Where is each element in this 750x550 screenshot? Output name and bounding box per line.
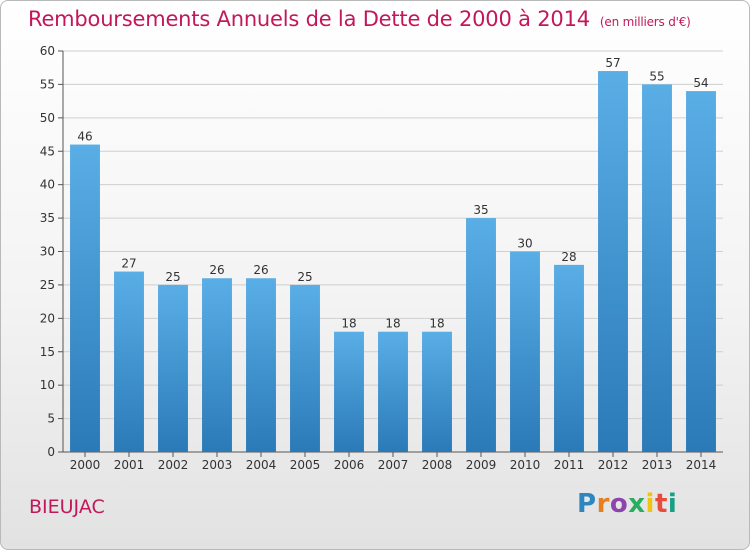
logo-letter: r	[596, 489, 610, 519]
bar-value-label: 35	[473, 203, 488, 217]
bar-value-label: 25	[297, 270, 312, 284]
y-tick-label: 0	[47, 445, 55, 459]
y-tick-label: 10	[40, 378, 55, 392]
bar	[378, 331, 408, 452]
bar-value-label: 18	[429, 317, 444, 331]
y-tick-label: 55	[40, 77, 55, 91]
y-tick-label: 45	[40, 144, 55, 158]
x-tick-label: 2002	[158, 458, 189, 472]
bar-value-label: 26	[209, 263, 224, 277]
y-tick-label: 5	[47, 412, 55, 426]
logo-letter: i	[667, 489, 678, 519]
x-tick-label: 2012	[598, 458, 629, 472]
x-tick-label: 2007	[378, 458, 409, 472]
bar-value-label: 18	[385, 317, 400, 331]
x-tick-label: 2009	[466, 458, 497, 472]
bar	[202, 278, 232, 452]
logo-letter: t	[654, 489, 668, 519]
y-tick-label: 25	[40, 278, 55, 292]
x-tick-label: 2011	[554, 458, 585, 472]
bar-value-label: 30	[517, 237, 532, 251]
y-tick-label: 40	[40, 178, 55, 192]
bar-value-label: 54	[693, 76, 708, 90]
bar-value-label: 18	[341, 317, 356, 331]
x-tick-label: 2005	[290, 458, 321, 472]
y-tick-label: 60	[40, 44, 55, 58]
bar	[334, 331, 364, 452]
bar	[554, 264, 584, 452]
bar	[598, 71, 628, 453]
logo-letter: i	[645, 489, 655, 519]
label-layer: 46 27 25 26 26 25 18 18 18 35 30 28 57 55 54	[77, 56, 708, 331]
bar-value-label: 28	[561, 250, 576, 264]
unit-note: (en milliers d'€)	[599, 15, 691, 29]
x-tick-label: 2001	[114, 458, 145, 472]
x-tick-label: 2000	[70, 458, 101, 472]
bar	[246, 278, 276, 452]
x-tick-label: 2003	[202, 458, 233, 472]
x-tick-label: 2006	[334, 458, 365, 472]
x-tick-label: 2008	[422, 458, 453, 472]
bar	[510, 251, 540, 452]
bar	[70, 144, 100, 453]
logo-letter: o	[609, 489, 629, 519]
chart-title: Remboursements Annuels de la Dette de 20…	[28, 7, 691, 31]
bar	[466, 218, 496, 452]
commune-name: BIEUJAC	[29, 496, 105, 518]
bar-value-label: 26	[253, 263, 268, 277]
bar-value-label: 55	[649, 69, 664, 83]
bar	[114, 271, 144, 452]
bar-value-label: 57	[605, 56, 620, 70]
logo-letter: P	[577, 489, 597, 519]
x-tick-label: 2014	[686, 458, 717, 472]
bar	[642, 84, 672, 453]
bar-value-label: 25	[165, 270, 180, 284]
y-tick-label: 35	[40, 211, 55, 225]
y-tick-label: 50	[40, 111, 55, 125]
y-tick-label: 15	[40, 345, 55, 359]
bar-value-label: 27	[121, 257, 136, 271]
y-tick-label: 30	[40, 245, 55, 259]
title-text: Remboursements Annuels de la Dette de 20…	[28, 7, 590, 31]
bar	[290, 284, 320, 452]
bar	[158, 284, 188, 452]
bar-value-label: 46	[77, 130, 92, 144]
bar	[422, 331, 452, 452]
x-tick-label: 2004	[246, 458, 277, 472]
bar	[686, 91, 716, 452]
x-tick-label: 2010	[510, 458, 541, 472]
y-tick-label: 20	[40, 311, 55, 325]
x-tick-label: 2013	[642, 458, 673, 472]
bar-layer	[70, 71, 716, 453]
proxiti-logo: Proxiti	[577, 489, 677, 519]
logo-letter: x	[628, 489, 646, 519]
